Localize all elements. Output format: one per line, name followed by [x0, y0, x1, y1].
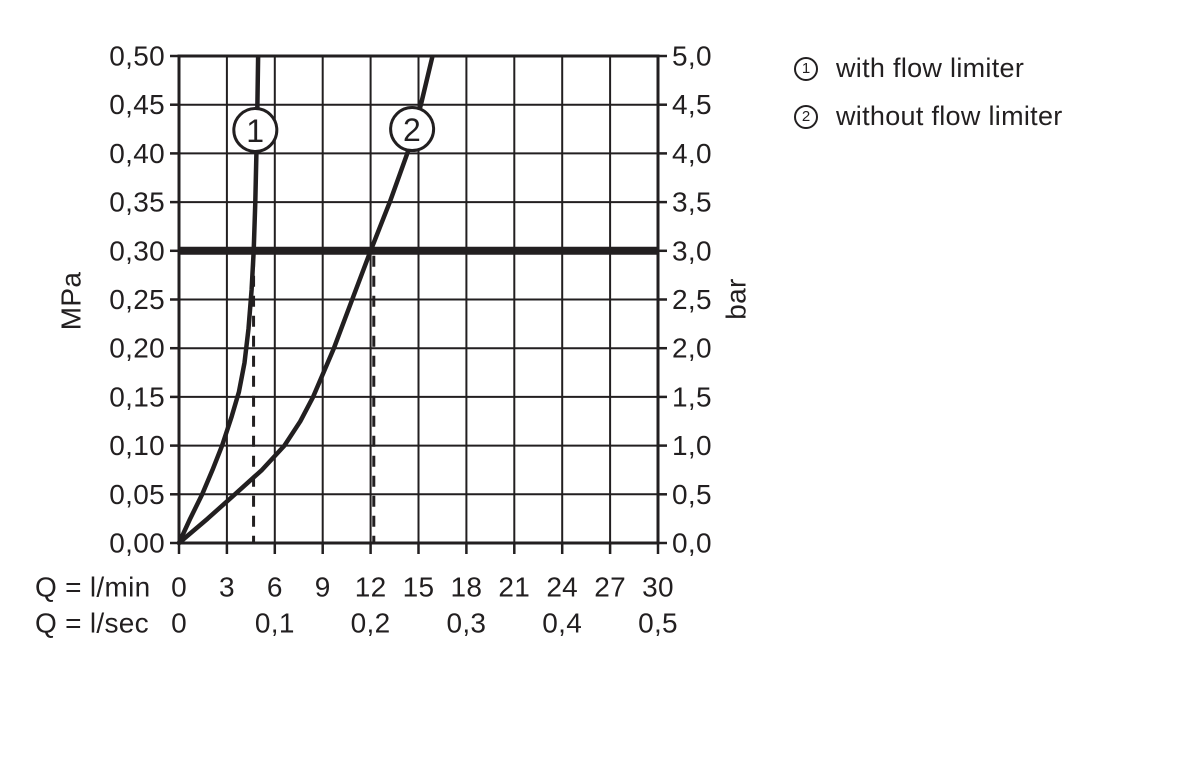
- svg-text:Q = l/sec: Q = l/sec: [35, 608, 149, 639]
- svg-text:15: 15: [403, 572, 435, 603]
- curve-2-badge-icon: 2: [794, 104, 818, 129]
- legend-label-without-limiter: without flow limiter: [836, 101, 1063, 131]
- curve-1-badge-icon: 1: [794, 56, 818, 81]
- svg-text:0,00: 0,00: [109, 528, 165, 559]
- svg-text:3,0: 3,0: [672, 235, 712, 266]
- svg-text:12: 12: [355, 572, 387, 603]
- svg-text:2,5: 2,5: [672, 284, 712, 315]
- svg-text:24: 24: [546, 572, 578, 603]
- legend: 1 with flow limiter 2 without flow limit…: [794, 53, 1063, 150]
- grid: [179, 56, 658, 543]
- svg-text:3,5: 3,5: [672, 187, 712, 218]
- svg-text:3: 3: [219, 572, 235, 603]
- svg-text:27: 27: [594, 572, 626, 603]
- svg-text:18: 18: [451, 572, 483, 603]
- legend-item-with-limiter: 1 with flow limiter: [794, 53, 1063, 83]
- svg-text:0,5: 0,5: [672, 479, 712, 510]
- svg-text:2: 2: [403, 112, 421, 148]
- y-axis-left-labels: 0,50 0,45 0,40 0,35 0,30 0,25 0,20 0,15 0,10 0,05…: [56, 41, 165, 559]
- svg-text:2,0: 2,0: [672, 333, 712, 364]
- svg-text:5,0: 5,0: [672, 41, 712, 72]
- svg-text:0,10: 0,10: [109, 430, 165, 461]
- svg-text:0,3: 0,3: [446, 608, 486, 639]
- svg-text:0,1: 0,1: [255, 608, 295, 639]
- svg-text:1: 1: [246, 113, 264, 149]
- svg-text:30: 30: [642, 572, 674, 603]
- axis-ticks: [170, 54, 667, 554]
- curve-2: [176, 56, 435, 546]
- svg-text:1,5: 1,5: [672, 381, 712, 412]
- svg-text:21: 21: [498, 572, 530, 603]
- legend-label-with-limiter: with flow limiter: [836, 53, 1025, 83]
- svg-text:4,5: 4,5: [672, 89, 712, 120]
- legend-item-without-limiter: 2 without flow limiter: [794, 101, 1063, 131]
- svg-text:0,45: 0,45: [109, 89, 165, 120]
- svg-text:0,15: 0,15: [109, 381, 165, 412]
- svg-text:0,2: 0,2: [351, 608, 391, 639]
- curve-1-marker: 1: [232, 107, 279, 154]
- svg-text:0,50: 0,50: [109, 41, 165, 72]
- svg-text:0,0: 0,0: [672, 528, 712, 559]
- svg-text:4,0: 4,0: [672, 138, 712, 169]
- svg-text:Q = l/min: Q = l/min: [35, 572, 151, 603]
- curve-1: [176, 56, 261, 546]
- svg-text:1,0: 1,0: [672, 430, 712, 461]
- x-axis-labels: Q = l/min 0 3 6 9 12 15 18 21 24 27 30 Q = l/sec 0 0,1…: [35, 572, 678, 639]
- svg-text:9: 9: [315, 572, 331, 603]
- dashed-guides: [252, 255, 376, 543]
- svg-text:6: 6: [267, 572, 283, 603]
- y-axis-right-labels: 5,0 4,5 4,0 3,5 3,0 2,5 2,0 1,5 1,0 0,5 0,0 bar: [672, 41, 752, 559]
- svg-text:0,4: 0,4: [542, 608, 582, 639]
- svg-text:0,35: 0,35: [109, 187, 165, 218]
- svg-text:0,25: 0,25: [109, 284, 165, 315]
- svg-text:0: 0: [171, 572, 187, 603]
- svg-text:MPa: MPa: [56, 272, 87, 331]
- svg-text:0,05: 0,05: [109, 479, 165, 510]
- svg-text:0: 0: [171, 608, 187, 639]
- svg-text:0,5: 0,5: [638, 608, 678, 639]
- curve-2-marker: 2: [389, 106, 436, 153]
- svg-text:0,20: 0,20: [109, 333, 165, 364]
- svg-text:0,40: 0,40: [109, 138, 165, 169]
- svg-text:0,30: 0,30: [109, 235, 165, 266]
- svg-text:bar: bar: [721, 278, 752, 319]
